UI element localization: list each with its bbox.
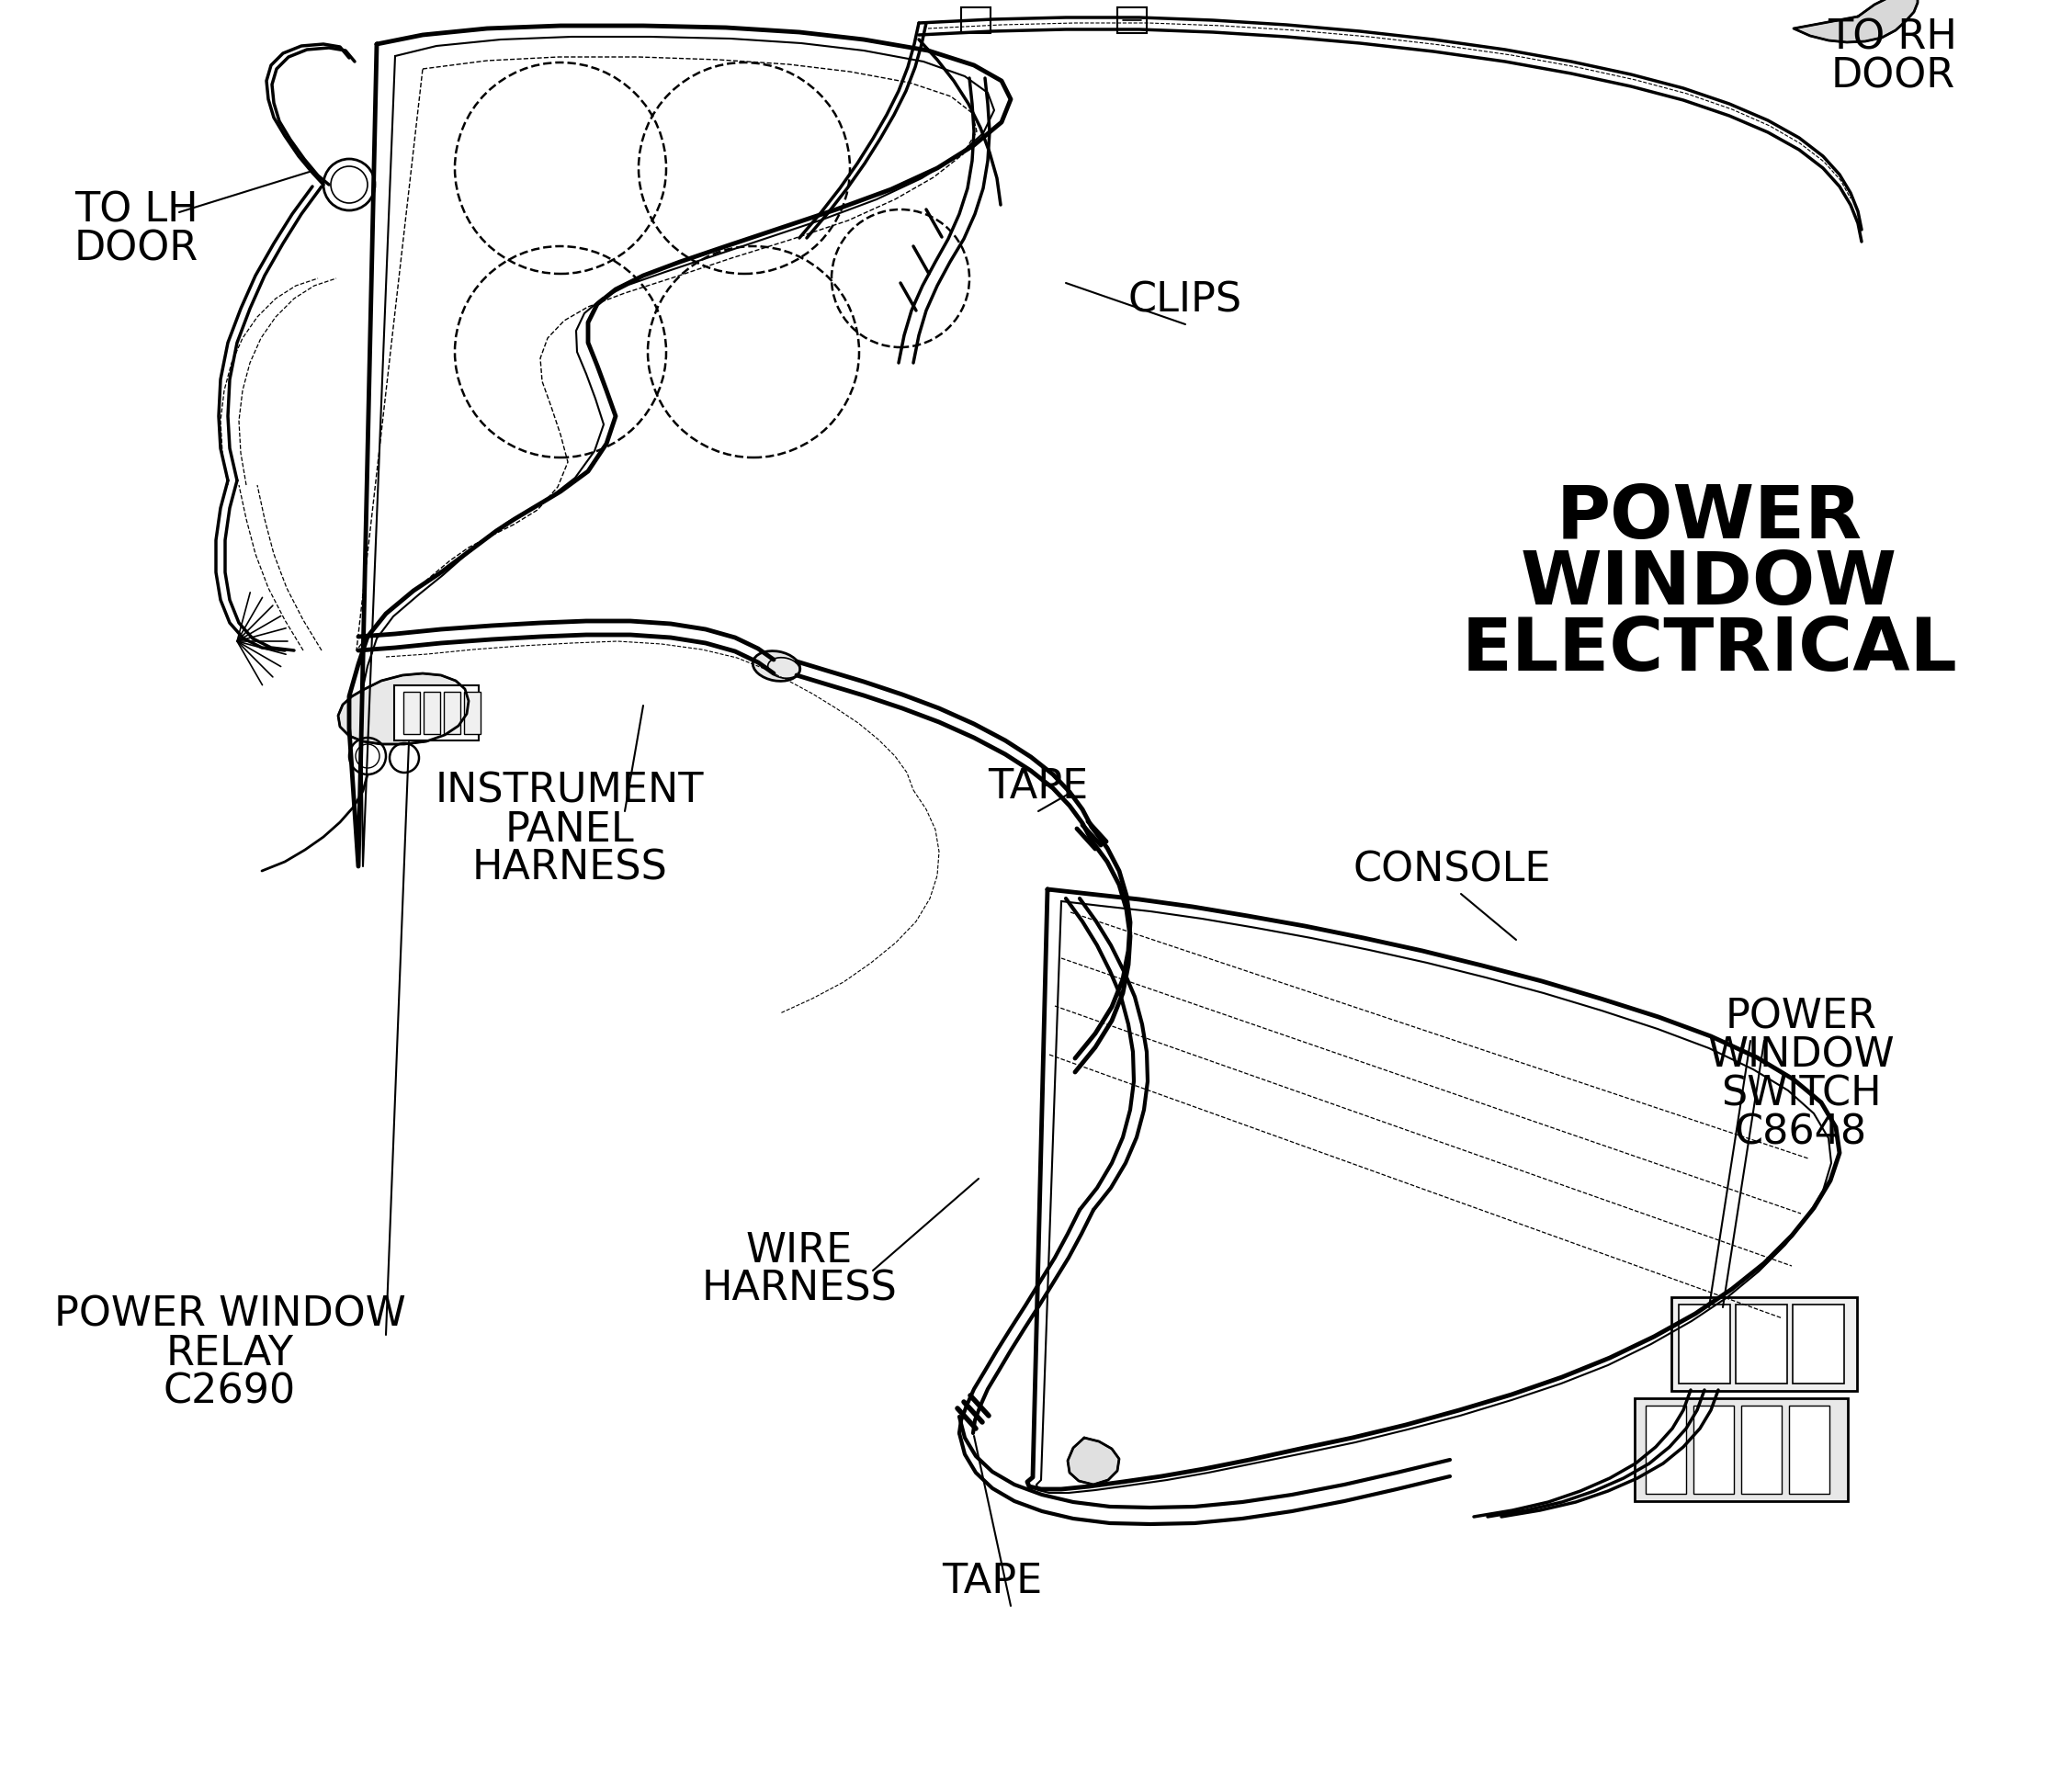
FancyBboxPatch shape (1672, 1298, 1857, 1391)
Text: TAPE: TAPE (943, 1562, 1042, 1601)
Text: DOOR: DOOR (1832, 57, 1956, 96)
FancyBboxPatch shape (404, 693, 421, 734)
Text: POWER WINDOW: POWER WINDOW (54, 1296, 406, 1335)
Text: RELAY: RELAY (166, 1333, 294, 1373)
FancyBboxPatch shape (443, 693, 460, 734)
FancyBboxPatch shape (1740, 1405, 1782, 1494)
Text: CONSOLE: CONSOLE (1353, 850, 1550, 889)
FancyBboxPatch shape (1736, 1305, 1788, 1383)
Text: TO LH: TO LH (75, 191, 197, 230)
FancyBboxPatch shape (1788, 1405, 1830, 1494)
Polygon shape (1067, 1437, 1119, 1485)
Text: HARNESS: HARNESS (702, 1269, 897, 1308)
Text: CLIPS: CLIPS (1129, 280, 1243, 320)
FancyBboxPatch shape (423, 693, 439, 734)
Text: PANEL: PANEL (506, 810, 634, 850)
FancyBboxPatch shape (1693, 1405, 1734, 1494)
Text: TAPE: TAPE (988, 768, 1088, 807)
Text: WIRE: WIRE (746, 1232, 854, 1271)
FancyBboxPatch shape (1792, 1305, 1844, 1383)
Text: C2690: C2690 (164, 1373, 296, 1412)
Polygon shape (1794, 0, 1917, 43)
FancyBboxPatch shape (1117, 7, 1146, 34)
FancyBboxPatch shape (1678, 1305, 1730, 1383)
Text: HARNESS: HARNESS (472, 850, 667, 889)
Text: C8648: C8648 (1734, 1112, 1867, 1151)
FancyBboxPatch shape (961, 7, 990, 34)
FancyBboxPatch shape (464, 693, 481, 734)
FancyBboxPatch shape (1635, 1398, 1848, 1501)
Text: POWER: POWER (1556, 482, 1863, 553)
Text: WINDOW: WINDOW (1521, 548, 1898, 619)
Text: ELECTRICAL: ELECTRICAL (1461, 614, 1958, 685)
Text: WINDOW: WINDOW (1707, 1035, 1894, 1075)
FancyBboxPatch shape (394, 685, 479, 741)
Text: INSTRUMENT: INSTRUMENT (435, 771, 704, 810)
Ellipse shape (752, 652, 800, 682)
FancyBboxPatch shape (1645, 1405, 1687, 1494)
Text: DOOR: DOOR (75, 230, 199, 270)
Polygon shape (338, 673, 468, 744)
Text: POWER: POWER (1726, 996, 1877, 1037)
Text: TO RH: TO RH (1828, 18, 1958, 57)
Text: SWITCH: SWITCH (1720, 1075, 1881, 1114)
